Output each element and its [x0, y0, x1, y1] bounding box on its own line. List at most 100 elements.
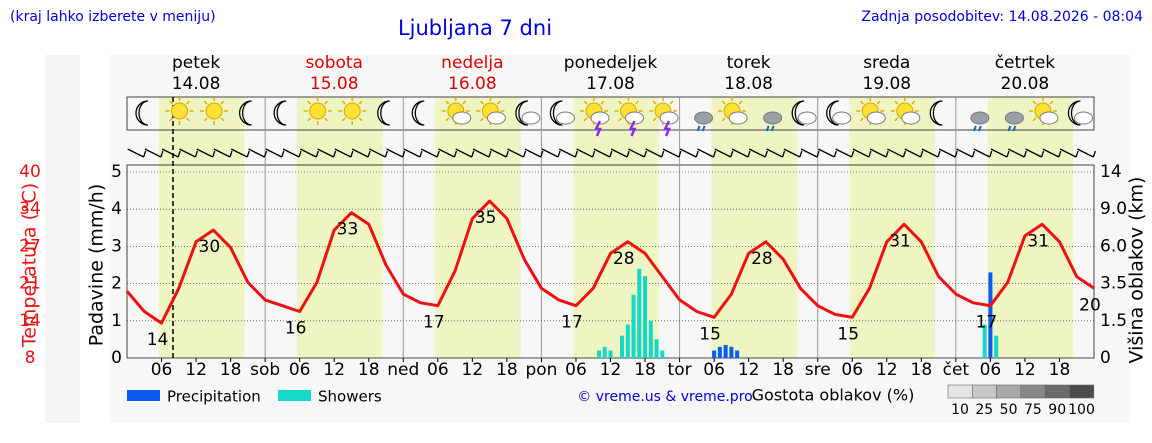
precip-bar: [608, 350, 613, 358]
bolt-icon: [593, 120, 602, 137]
sun-ray: [169, 117, 173, 122]
sun-icon: [309, 102, 327, 120]
sun-ray: [220, 100, 225, 105]
x-tick-label: 12: [323, 360, 345, 380]
wind-barb: [956, 148, 976, 158]
precip-bar: [729, 346, 734, 358]
x-tick-label: 06: [427, 360, 449, 380]
wind-barb: [213, 148, 233, 158]
precip-bar: [596, 350, 602, 358]
x-tick-label: 18: [496, 360, 518, 380]
precip-bar: [619, 335, 625, 358]
sun-ray: [721, 100, 726, 105]
precip-bar: [654, 339, 659, 358]
sun-ray: [445, 100, 450, 105]
sun-ray: [341, 117, 346, 122]
temp-tick-label: 21: [19, 274, 41, 294]
wind-barb: [1077, 148, 1096, 158]
day-name: sobota: [305, 53, 363, 73]
temperature-label: 28: [613, 249, 635, 269]
cloud-legend-label: 25: [975, 402, 993, 418]
x-tick-label: ned: [387, 360, 419, 380]
legend-swatch: [127, 390, 160, 401]
sun-ray: [220, 117, 225, 122]
note: (kraj lahko izberete v meniju): [10, 9, 216, 25]
day-name: petek: [172, 53, 220, 73]
day-name: ponedeljek: [564, 53, 658, 73]
y-tick-label: 1: [111, 311, 122, 331]
wind-barb: [248, 148, 268, 158]
y2-tick-label: 14: [1100, 162, 1122, 182]
cloud-icon: [521, 111, 541, 125]
wind-barb: [524, 148, 544, 158]
cloud-legend-box: [947, 384, 973, 399]
cloud-legend-box: [971, 384, 997, 399]
precip-bar: [994, 335, 999, 358]
sun-ray: [618, 117, 622, 122]
cloud-icon: [901, 111, 921, 125]
sun-ray: [169, 100, 173, 105]
x-tick-label: 06: [289, 360, 311, 380]
y-axis-label: Padavine (mm/h): [86, 184, 108, 347]
wind-barb: [334, 148, 354, 158]
wind-barb: [541, 148, 561, 158]
wind-barb: [904, 148, 924, 158]
day-date: 14.08: [172, 74, 221, 94]
temperature-label: 17: [423, 313, 445, 333]
y-tick-label: 4: [111, 199, 122, 219]
cloud-icon: [1039, 111, 1059, 125]
cloud-icon: [625, 111, 644, 125]
daylight-band: [849, 97, 936, 358]
temperature-label: 14: [147, 330, 169, 350]
x-tick-label: 18: [358, 360, 380, 380]
sun-ray: [859, 117, 864, 122]
cloud-icon: [555, 111, 575, 125]
wind-barb: [420, 148, 440, 158]
cloud-icon: [452, 111, 472, 125]
wind-barb: [300, 148, 319, 158]
daylight-band: [711, 97, 797, 358]
wind-barb: [576, 148, 596, 158]
sun-ray: [652, 117, 657, 122]
wind-barb: [990, 148, 1010, 158]
cloud-legend-title: Gostota oblakov (%): [752, 386, 915, 405]
sun-ray: [876, 100, 881, 105]
temp-tick-label: 8: [25, 348, 36, 368]
wind-barb: [973, 148, 993, 158]
wind-barb: [662, 148, 682, 158]
precip-bar: [723, 344, 728, 358]
sun-ray: [911, 100, 916, 105]
x-tick-label: 06: [151, 360, 173, 380]
precip-bar: [988, 272, 993, 358]
wind-barb: [593, 148, 613, 158]
moon-icon: [238, 100, 252, 126]
wind-barb: [230, 148, 250, 158]
wind-barb: [282, 148, 302, 158]
sun-ray: [324, 117, 329, 122]
cloud-icon: [866, 111, 886, 125]
cloud-icon: [797, 111, 817, 125]
wind-barb: [127, 148, 147, 158]
cloud-icon: [728, 111, 748, 125]
y-tick-label: 0: [111, 348, 122, 368]
wind-barb: [179, 148, 199, 158]
rain-icon: [696, 125, 706, 132]
bolt-icon: [628, 120, 637, 137]
sun-ray: [186, 117, 190, 122]
cloud-legend-box: [1069, 384, 1095, 399]
sun-icon: [171, 102, 189, 120]
sun-ray: [738, 100, 743, 105]
daylight-bands: [158, 97, 1074, 358]
credit: © vreme.us & vreme.pro: [577, 389, 752, 405]
wind-barb: [628, 148, 648, 158]
cloud-legend-box: [1020, 384, 1046, 399]
wind-barb: [783, 148, 803, 158]
temp-axis-label: Temperatura (°C): [19, 183, 41, 348]
temperature-label: 35: [475, 208, 497, 228]
wind-barb: [610, 148, 630, 158]
wind-barb: [196, 148, 216, 158]
sun-icon: [343, 102, 361, 120]
temp-tick-label: 34: [19, 199, 41, 219]
moon-icon: [377, 100, 390, 126]
y2-tick-label: 1.5: [1100, 311, 1127, 331]
